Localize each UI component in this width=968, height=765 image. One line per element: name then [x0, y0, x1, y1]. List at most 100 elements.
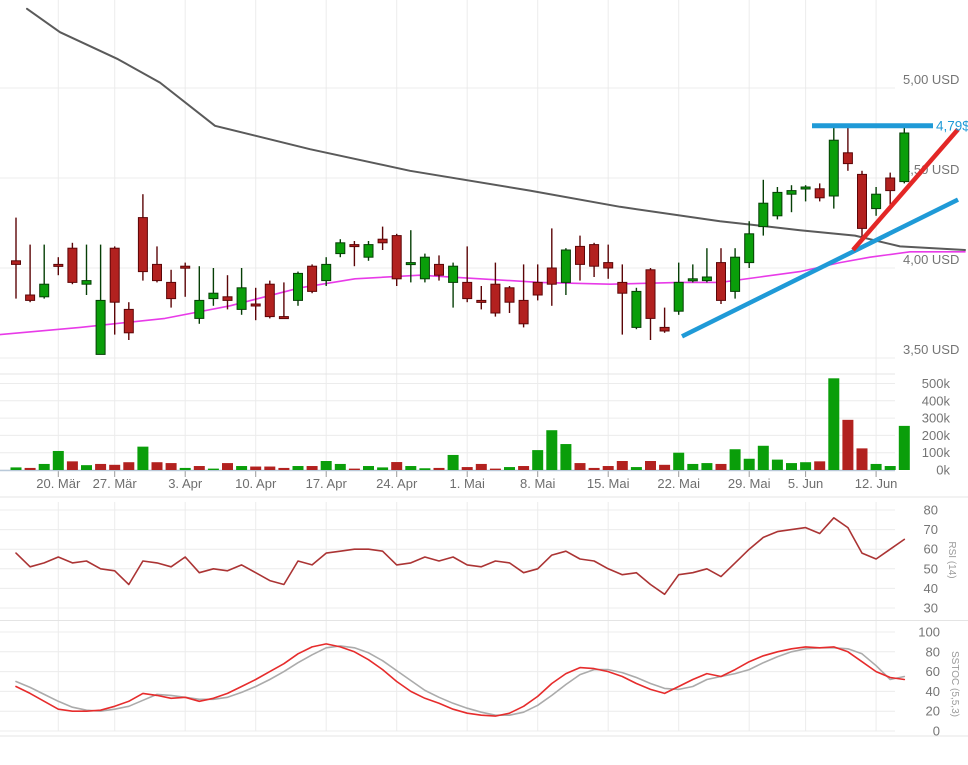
- candle-body: [95, 299, 106, 355]
- candle-body: [208, 292, 219, 300]
- ma-short-line: [0, 251, 966, 336]
- date-label: 17. Apr: [306, 476, 348, 491]
- candle-body: [589, 244, 600, 267]
- stoch-panel-label: SSTOC (5,5,3): [949, 651, 960, 717]
- candle-body: [152, 263, 162, 282]
- volume-bar: [222, 463, 233, 470]
- volume-bar: [489, 468, 501, 470]
- volume-bar: [334, 463, 346, 470]
- date-label: 3. Apr: [168, 476, 203, 491]
- candle-body: [405, 262, 416, 266]
- candle-body: [857, 173, 867, 229]
- candle-body: [222, 296, 233, 301]
- stoch-axis-label: 100: [918, 625, 940, 640]
- candle-body: [39, 283, 50, 298]
- volume-bar: [278, 467, 290, 470]
- volume-bar: [630, 467, 642, 470]
- candle-body: [419, 256, 430, 280]
- stoch-axis-label: 20: [926, 704, 940, 719]
- volume-bar: [207, 468, 219, 470]
- candle-body: [701, 276, 712, 282]
- support-line: [681, 197, 959, 339]
- volume-bar: [447, 454, 459, 470]
- rsi-axis-label: 60: [924, 542, 938, 557]
- candle-body: [617, 281, 628, 294]
- candle-body: [236, 287, 247, 310]
- candle-body: [814, 188, 825, 199]
- volume-bar: [38, 463, 50, 470]
- volume-bar: [715, 463, 727, 470]
- rsi-axis-label: 30: [924, 601, 938, 616]
- candle-body: [321, 263, 332, 282]
- candle-body: [800, 186, 811, 190]
- date-label: 22. Mai: [657, 476, 700, 491]
- date-label: 8. Mai: [520, 476, 556, 491]
- volume-bar: [151, 462, 163, 470]
- stoch-k-line: [15, 643, 906, 717]
- rsi-axis-label: 50: [924, 561, 938, 576]
- volume-axis-label: 100k: [922, 445, 951, 460]
- volume-bar: [673, 452, 685, 470]
- rsi-axis-label: 40: [924, 581, 938, 596]
- stoch-axis-label: 40: [926, 684, 940, 699]
- candle-body: [391, 235, 402, 280]
- price-marker-label: 4,79$: [936, 118, 968, 133]
- volume-bar: [645, 461, 656, 470]
- volume-bar: [659, 464, 671, 470]
- volume-bar: [306, 466, 318, 470]
- volume-bar: [786, 463, 797, 470]
- candle-body: [434, 263, 444, 276]
- candle-body: [673, 281, 684, 312]
- volume-bar: [546, 430, 558, 470]
- candle-body: [730, 256, 741, 292]
- volume-bar: [109, 464, 121, 470]
- candle-body: [532, 281, 543, 296]
- candle-body: [828, 139, 839, 197]
- volume-bar: [123, 462, 135, 470]
- candle-body: [363, 244, 374, 258]
- date-label: 1. Mai: [449, 476, 485, 491]
- volume-bar: [814, 461, 826, 470]
- candle-body: [518, 299, 529, 325]
- volume-bar: [52, 450, 64, 470]
- candle-body: [899, 132, 910, 183]
- candle-body: [448, 265, 459, 283]
- candle-body: [307, 265, 318, 292]
- candle-body: [166, 281, 177, 300]
- volume-bar: [870, 463, 882, 470]
- candle-body: [25, 294, 36, 301]
- volume-axis-label: 300k: [922, 411, 951, 426]
- volume-bar: [828, 378, 840, 470]
- candle-body: [575, 245, 585, 265]
- volume-bar: [898, 425, 910, 470]
- volume-bar: [391, 462, 403, 470]
- volume-bar: [10, 467, 22, 470]
- volume-bar: [193, 466, 205, 470]
- stoch-axis-label: 80: [926, 644, 940, 659]
- candle-body: [631, 290, 642, 328]
- volume-bar: [532, 450, 544, 470]
- volume-bar: [729, 449, 741, 470]
- candle-body: [462, 281, 473, 300]
- volume-bar: [588, 467, 600, 470]
- volume-axis-label: 0k: [936, 463, 950, 478]
- date-label: 24. Apr: [376, 476, 418, 491]
- volume-bar: [95, 463, 107, 470]
- candle-body: [659, 326, 670, 332]
- volume-axis-label: 200k: [922, 428, 951, 443]
- volume-bar: [560, 444, 572, 470]
- volume-bar: [884, 466, 896, 470]
- candle-body: [560, 249, 571, 283]
- stoch-axis-label: 60: [926, 664, 940, 679]
- candle-body: [335, 242, 346, 255]
- candle-body: [81, 280, 92, 285]
- volume-bar: [377, 467, 389, 470]
- candle-body: [377, 238, 388, 244]
- date-label: 12. Jun: [855, 476, 898, 491]
- date-label: 15. Mai: [587, 476, 630, 491]
- volume-bar: [461, 467, 473, 470]
- date-label: 10. Apr: [235, 476, 277, 491]
- volume-bar: [701, 463, 713, 470]
